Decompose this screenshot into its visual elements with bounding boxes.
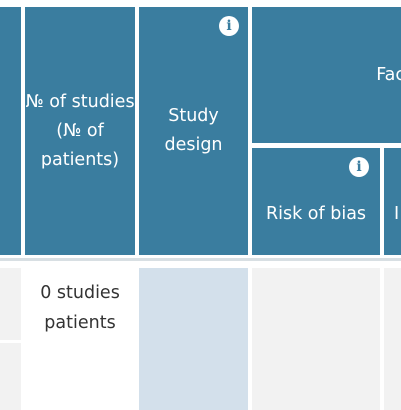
- body-next-col-partial: [384, 268, 401, 410]
- body-risk-of-bias: [252, 268, 380, 410]
- header-factors-group: Fac: [252, 7, 401, 143]
- num-studies-label: № of studies (№ of patients): [25, 91, 135, 170]
- study-design-label: Study design: [164, 106, 223, 155]
- header-num-studies: № of studies (№ of patients): [25, 7, 135, 255]
- header-separator-shadow: [0, 261, 401, 268]
- body-cell-left-partial-bottom: [0, 343, 21, 410]
- body-study-design: [139, 268, 248, 410]
- next-col-partial-label: I: [394, 204, 400, 224]
- header-separator: [0, 258, 401, 261]
- study-design-info-icon[interactable]: i: [219, 16, 239, 36]
- factors-label: Fac: [376, 64, 401, 85]
- body-cell-left-partial-top: [0, 268, 21, 340]
- header-risk-of-bias: Risk of bias i: [252, 148, 380, 255]
- body-num-studies: 0 studies patients: [25, 268, 135, 410]
- num-studies-value: 0 studies patients: [40, 283, 120, 333]
- header-cell-left-partial: [0, 7, 21, 255]
- risk-of-bias-info-icon[interactable]: i: [349, 157, 369, 177]
- header-next-col-partial: I: [384, 148, 401, 255]
- risk-of-bias-label: Risk of bias: [265, 204, 367, 224]
- header-study-design: Study design i: [139, 7, 248, 255]
